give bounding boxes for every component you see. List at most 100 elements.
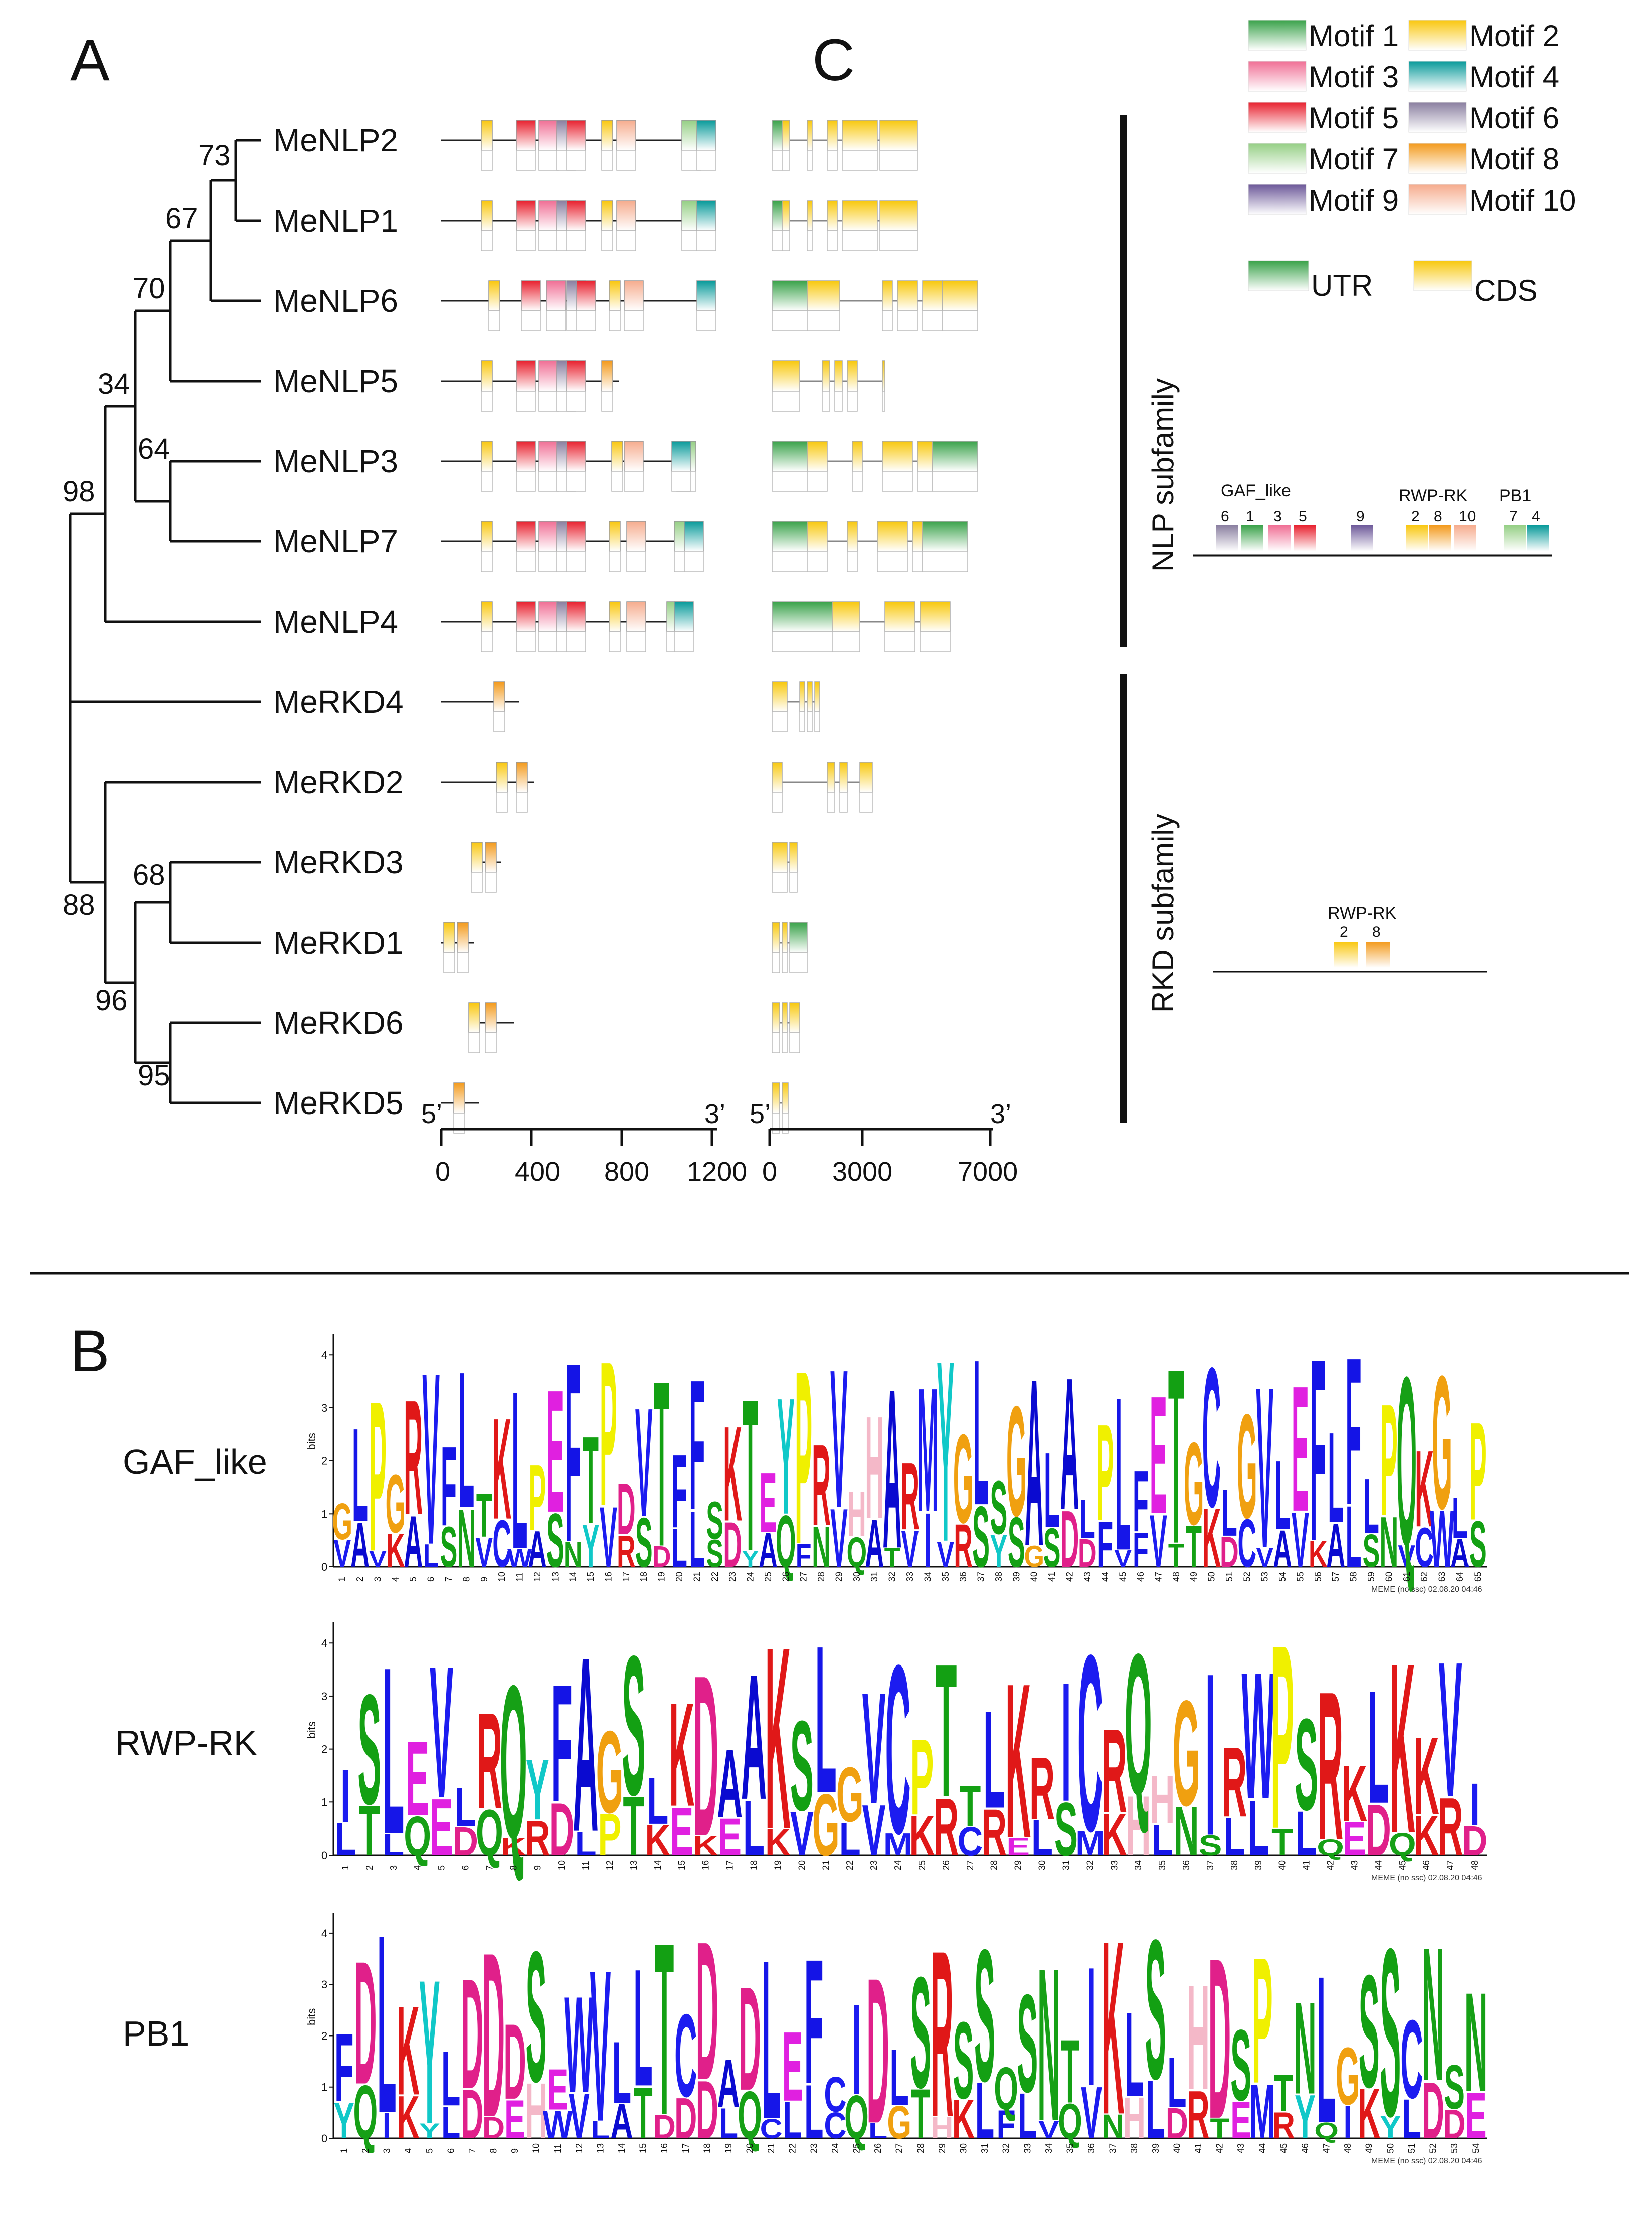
cds-box [772,762,783,793]
logo-letter: A [528,1521,547,1578]
logo-letter: Q [476,1796,503,1869]
logo-letter: T [1168,1317,1184,1596]
logo-position-label: 47 [1153,1572,1163,1582]
logo-letter: D [453,1819,478,1864]
logo-y-label: bits [305,2008,318,2025]
logo-position-label: 19 [773,1860,783,1870]
motif-box-shadow [516,551,536,572]
logo-letter: N [1464,1964,1487,2122]
motif-box-shadow [538,150,559,171]
logo-letter: N [1037,1923,1060,2166]
logo-letter: L [815,1602,837,1837]
exon-box-shadow [842,230,878,251]
cds-box [807,120,813,151]
logo-letter: Y [1295,2082,1316,2152]
motif-box-shadow [516,391,536,412]
logo-letter: E [430,1782,453,1873]
exon-box-shadow [897,310,918,331]
domain-label-rwp: RWP-RK [1399,486,1468,505]
motif-box-shadow [468,1032,480,1053]
logo-letter: F [334,2014,353,2122]
logo-position-label: 15 [638,2143,648,2153]
logo-letter: Q [1058,2093,1082,2149]
logo-letter: V [937,1535,954,1575]
motif-box-shadow [609,310,621,331]
domain-motif-number: 5 [1299,508,1307,525]
cds-box [827,120,838,151]
logo-credit: MEME (no ssc) 02.08.20 04:46 [1371,2157,1482,2165]
motif-box-shadow [516,631,536,652]
logo-letter: T [959,1774,981,1838]
logo-letter: I [340,1753,350,1838]
logo-letter: R [477,1685,502,1837]
logo-position-label: 35 [1065,2143,1075,2153]
logo-letter: Y [742,1546,759,1572]
motif-box [481,441,493,472]
logo-letter: G [812,1776,840,1874]
logo-letter: S [1054,1787,1078,1871]
legend-label: Motif 2 [1469,19,1559,53]
motif-box [521,280,541,311]
logo-letter: V [1114,1545,1132,1572]
gene-structure-tracks [772,120,978,1134]
logo-position-label: 23 [869,1860,879,1870]
logo-position-label: 45 [1278,2143,1289,2153]
logo-letter: L [1079,1488,1095,1550]
logo-letter: T [935,1624,957,1837]
logo-letter: P [598,1801,622,1868]
logo-position-label: 11 [515,1572,525,1582]
logo-letter: L [1031,1810,1053,1866]
logo-letter: D [1422,2065,1444,2156]
logo-position-label: 12 [605,1860,615,1870]
logo-position-label: 55 [1295,1572,1305,1582]
logo-position-label: 10 [531,2143,541,2153]
cds-box [859,762,873,793]
logo-y-label: bits [305,1433,318,1450]
logo-letter: V [830,1330,848,1549]
logo-position-label: 28 [915,2143,926,2153]
cds-box [782,1002,788,1033]
motif-box-shadow [481,551,493,572]
bootstrap-value: 68 [133,859,165,891]
logo-position-label: 14 [653,1860,663,1870]
logo-letter: K [397,2083,419,2151]
logo-letter: E [1006,1832,1030,1860]
logo-letter: D [482,1903,505,2166]
logo-position-label: 17 [725,1860,735,1870]
logo-letter: R [981,1796,1007,1870]
logo-letter: K [693,1830,718,1861]
logo-position-label: 14 [617,2143,627,2153]
legend-utr-label: UTR [1311,269,1373,302]
logo-position-label: 21 [821,1860,831,1870]
logo-letter: R [954,1511,973,1580]
logo-letter: D [723,1508,742,1580]
logo-letter: F [551,1650,573,1837]
motif-box-shadow [471,872,483,893]
taxon-label: MeNLP7 [273,523,398,560]
logo-letter: H [1123,2085,1146,2151]
logo-letter: Q [404,1805,431,1867]
logo-letter: G [1006,1373,1026,1549]
logo-letter: I [1061,1646,1071,1836]
logo-letter: D [1366,1790,1391,1871]
logo-letter: K [386,1524,405,1577]
domain-motif-box [1334,942,1358,968]
logo-letter: L [689,1495,705,1584]
logo-letter: L [719,2099,738,2147]
logo-letter: S [1380,1900,1401,2167]
logo-credit: MEME (no ssc) 02.08.20 04:46 [1371,1585,1482,1594]
motif-box [609,601,621,632]
logo-letter: I [924,1498,931,1584]
logo-position-label: 6 [426,1577,436,1582]
logo-letter: H [1187,1953,1209,2121]
logo-position-label: 50 [1207,1572,1217,1582]
logo-position-label: 47 [1445,1860,1455,1870]
logo-letter: H [1150,1762,1175,1839]
motif-box-shadow [457,952,469,973]
domain-motif-box [1268,525,1291,551]
logo-position-label: 38 [1229,1860,1239,1870]
taxon-label: MeRKD2 [273,764,404,800]
logo-credit: MEME (no ssc) 02.08.20 04:46 [1371,1874,1482,1882]
cds-box [882,441,913,472]
